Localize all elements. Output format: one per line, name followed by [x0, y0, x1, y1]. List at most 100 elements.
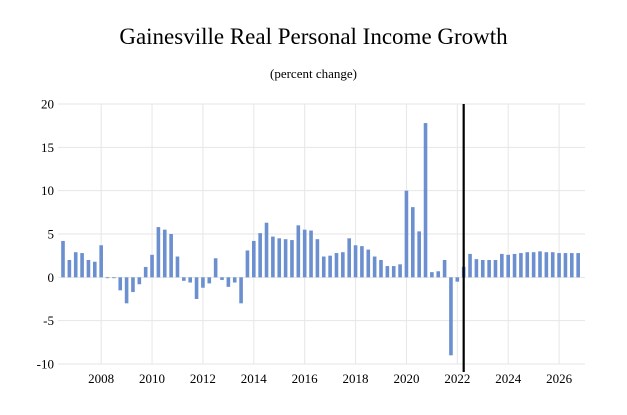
bar — [328, 255, 332, 278]
bar — [271, 236, 275, 278]
bar — [512, 253, 517, 278]
bar — [398, 264, 402, 278]
x-tick-label: 2026 — [546, 371, 573, 386]
bar — [576, 253, 580, 278]
bar — [449, 277, 453, 356]
bar — [150, 254, 154, 278]
bar — [550, 252, 555, 278]
bar — [194, 277, 199, 299]
bar — [347, 238, 351, 278]
bar — [112, 277, 116, 279]
bar — [131, 277, 135, 293]
bar — [353, 245, 358, 278]
bar — [73, 252, 78, 278]
x-axis-ticks: 2008 2010 2012 2014 2016 2018 2020 2022 2024 2026 — [88, 371, 572, 386]
bar — [264, 222, 269, 278]
bar — [143, 266, 148, 278]
x-tick-label: 2022 — [444, 371, 470, 386]
y-tick-label: 0 — [48, 270, 55, 285]
bar — [506, 254, 510, 278]
bar — [538, 251, 542, 278]
bar — [162, 229, 167, 278]
x-tick-label: 2014 — [241, 371, 268, 386]
bar — [341, 252, 345, 278]
bar — [423, 123, 428, 278]
bar — [385, 266, 390, 278]
x-tick-label: 2020 — [393, 371, 419, 386]
y-tick-label: 15 — [41, 140, 54, 155]
bar — [544, 252, 549, 278]
bar — [175, 256, 180, 278]
bar — [86, 260, 91, 278]
bar — [360, 246, 364, 278]
y-tick-label: 20 — [41, 97, 54, 112]
x-tick-label: 2010 — [139, 371, 165, 386]
bar — [232, 277, 237, 283]
bar — [468, 253, 472, 278]
bar — [61, 240, 65, 278]
bar — [442, 260, 447, 278]
bar — [309, 230, 313, 278]
bar — [391, 266, 396, 278]
bar — [411, 207, 415, 278]
y-tick-label: -5 — [43, 313, 54, 328]
bar — [283, 239, 288, 278]
bar — [334, 253, 339, 278]
bar — [239, 277, 243, 304]
bar — [519, 253, 523, 278]
y-tick-label: -10 — [37, 357, 54, 372]
bar — [182, 277, 186, 281]
bar — [315, 239, 320, 278]
bar — [474, 259, 479, 278]
bar — [207, 277, 212, 284]
bar — [563, 253, 568, 278]
x-tick-label: 2012 — [190, 371, 216, 386]
bar — [156, 227, 161, 278]
gridlines — [58, 103, 585, 365]
bar — [531, 252, 536, 278]
bar — [302, 229, 307, 278]
y-tick-label: 10 — [41, 183, 54, 198]
bar — [372, 256, 377, 278]
bar — [99, 245, 103, 278]
bar — [557, 253, 561, 278]
bar — [290, 240, 294, 278]
bar — [296, 225, 301, 278]
bar — [430, 272, 434, 278]
bar — [226, 277, 231, 287]
bar — [366, 249, 371, 278]
bar — [67, 260, 72, 278]
bar — [252, 240, 256, 278]
bar — [500, 253, 504, 278]
bar — [277, 238, 282, 278]
chart-title: Gainesville Real Personal Income Growth — [119, 24, 508, 49]
x-tick-label: 2008 — [88, 371, 114, 386]
bar — [213, 258, 218, 278]
bar — [321, 256, 326, 278]
bar — [455, 277, 460, 282]
y-tick-label: 5 — [48, 227, 55, 242]
bar — [493, 260, 498, 278]
bar — [118, 277, 123, 291]
bar — [487, 260, 491, 278]
bar — [80, 253, 84, 278]
bar — [379, 260, 383, 278]
bar — [570, 253, 574, 278]
bar — [480, 260, 485, 278]
chart-subtitle: (percent change) — [270, 66, 357, 81]
y-axis-ticks: 20 15 10 5 0 -5 -10 — [37, 97, 54, 372]
bar — [137, 277, 142, 285]
bar — [417, 231, 421, 278]
bar — [245, 250, 250, 278]
bar — [258, 233, 262, 278]
x-tick-label: 2016 — [292, 371, 319, 386]
bar — [201, 277, 205, 288]
bar — [188, 277, 192, 283]
x-tick-label: 2024 — [495, 371, 522, 386]
bar — [93, 261, 97, 278]
x-tick-label: 2018 — [343, 371, 369, 386]
bar — [525, 252, 530, 278]
bar-series — [61, 123, 580, 356]
bar — [436, 271, 441, 278]
